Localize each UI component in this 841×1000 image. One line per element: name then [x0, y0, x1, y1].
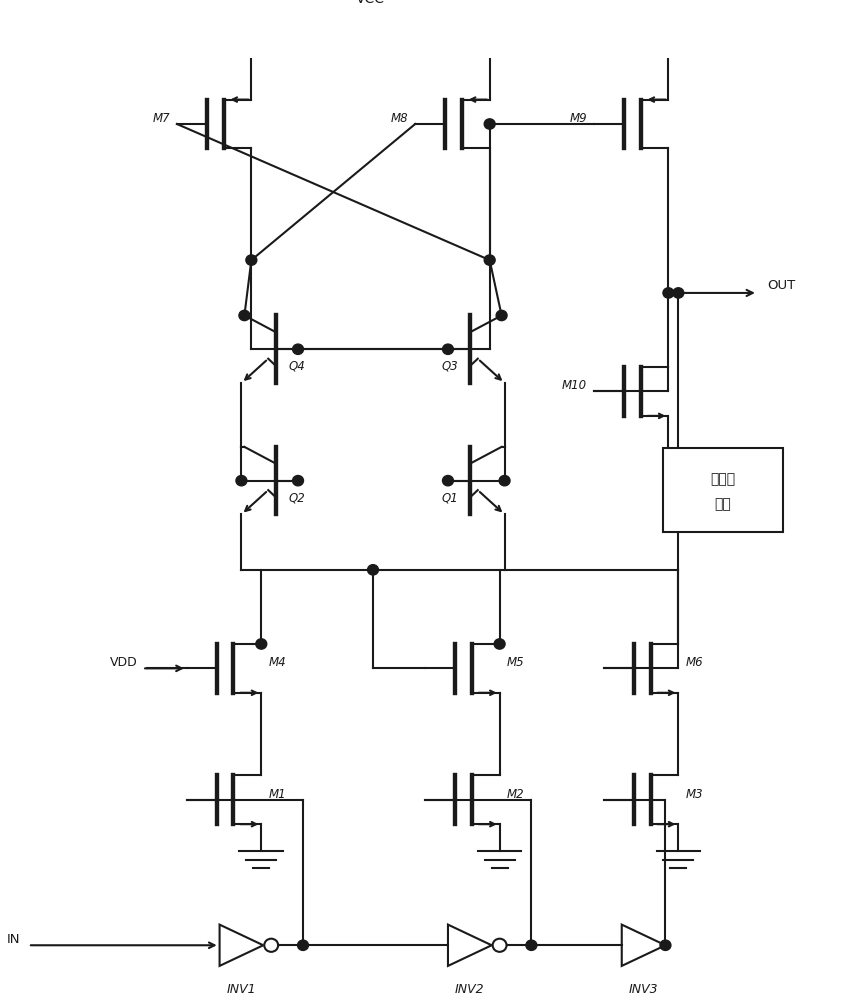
Circle shape [246, 255, 257, 265]
Text: VDD: VDD [109, 656, 137, 669]
Text: M8: M8 [390, 112, 408, 125]
Circle shape [660, 940, 671, 950]
Circle shape [673, 288, 684, 298]
Circle shape [484, 119, 495, 129]
Text: M3: M3 [685, 788, 703, 801]
Text: Q2: Q2 [288, 491, 304, 504]
Text: M9: M9 [569, 112, 587, 125]
Text: M6: M6 [685, 656, 703, 669]
Circle shape [495, 639, 505, 649]
Circle shape [293, 344, 304, 354]
Text: IN: IN [7, 933, 20, 946]
Text: INV2: INV2 [455, 983, 484, 996]
Circle shape [298, 940, 309, 950]
Circle shape [442, 344, 453, 354]
Text: Q4: Q4 [288, 360, 304, 373]
Circle shape [526, 940, 537, 950]
Circle shape [239, 310, 250, 321]
Text: VCC: VCC [356, 0, 385, 6]
Circle shape [368, 565, 378, 575]
Circle shape [256, 639, 267, 649]
Text: M7: M7 [152, 112, 170, 125]
Text: M1: M1 [268, 788, 286, 801]
Text: M4: M4 [268, 656, 286, 669]
Circle shape [442, 475, 453, 486]
Circle shape [484, 255, 495, 265]
Text: Q3: Q3 [442, 360, 458, 373]
Text: INV3: INV3 [629, 983, 659, 996]
Text: OUT: OUT [768, 279, 796, 292]
Text: M10: M10 [562, 379, 587, 392]
Circle shape [293, 475, 304, 486]
Circle shape [663, 288, 674, 298]
Text: INV1: INV1 [226, 983, 257, 996]
Circle shape [496, 310, 507, 321]
Text: 偏置: 偏置 [715, 497, 732, 511]
Bar [664, 448, 783, 532]
Text: 微电流: 微电流 [711, 472, 736, 486]
Text: Q1: Q1 [442, 491, 458, 504]
Text: M5: M5 [506, 656, 524, 669]
Circle shape [499, 475, 510, 486]
Circle shape [236, 475, 247, 486]
Text: M2: M2 [506, 788, 524, 801]
